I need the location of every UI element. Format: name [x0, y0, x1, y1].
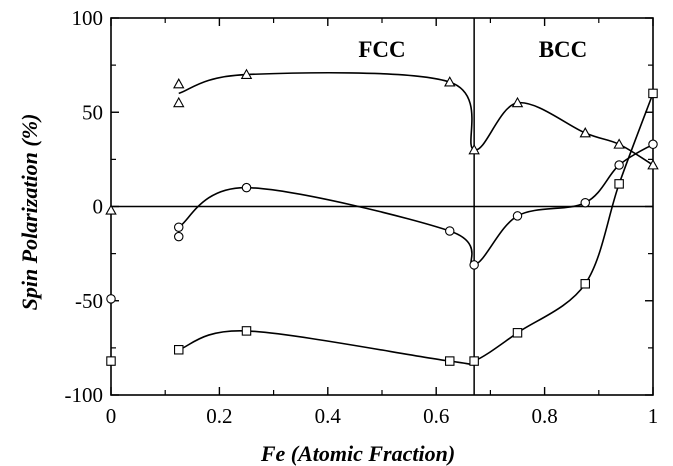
triangle-point	[468, 144, 480, 155]
y-axis-title: Spin Polarization (%)	[17, 114, 42, 311]
x-tick-label: 0.6	[423, 404, 449, 428]
y-tick-label: -50	[75, 289, 103, 313]
x-tick-label: 0	[106, 404, 117, 428]
triangle-point	[105, 204, 117, 215]
triangle-point	[511, 96, 524, 108]
circle-point	[241, 182, 252, 193]
circle-point	[580, 197, 590, 208]
square-point	[469, 356, 479, 366]
x-tick-label: 1	[648, 404, 659, 428]
reference-lines	[111, 18, 653, 395]
triangle-point	[173, 78, 185, 89]
square-point	[614, 179, 624, 189]
data-markers	[105, 68, 659, 366]
circle-point	[174, 222, 184, 232]
square-series-line	[178, 93, 654, 366]
axis-ticks	[110, 17, 654, 396]
square-point	[648, 88, 658, 99]
square-point	[444, 356, 455, 366]
square-point	[512, 328, 523, 338]
circle-point	[444, 226, 455, 236]
circle-point	[174, 231, 184, 242]
x-tick-label: 0.4	[315, 404, 342, 428]
square-point	[174, 345, 184, 355]
y-tick-label: -100	[65, 383, 104, 407]
square-point	[241, 326, 252, 336]
y-tick-label: 0	[93, 195, 104, 219]
circle-point	[106, 294, 116, 304]
triangle-point	[613, 138, 625, 149]
triangle-point	[240, 68, 253, 79]
x-tick-label: 0.8	[531, 404, 557, 428]
triangle-point	[647, 159, 659, 170]
circle-point	[469, 260, 479, 270]
x-axis-title: Fe (Atomic Fraction)	[260, 441, 455, 466]
triangle-point	[173, 96, 185, 108]
region-label-bcc: BCC	[539, 37, 588, 62]
square-point	[580, 279, 590, 289]
circle-point	[614, 160, 624, 170]
y-tick-label: 100	[72, 6, 104, 30]
x-tick-label: 0.2	[206, 404, 232, 428]
y-tick-label: 50	[82, 100, 103, 124]
triangle-point	[444, 76, 456, 87]
region-label-fcc: FCC	[358, 37, 405, 62]
circle-point	[512, 211, 523, 221]
square-point	[106, 356, 116, 366]
chart-text: 0 0.2 0.4 0.6 0.8 1 100 50 0 -50 -100	[65, 6, 659, 428]
triangle-series-line	[178, 71, 654, 166]
series-curves	[178, 71, 654, 366]
triangle-point	[579, 127, 591, 138]
circle-point	[648, 139, 658, 150]
